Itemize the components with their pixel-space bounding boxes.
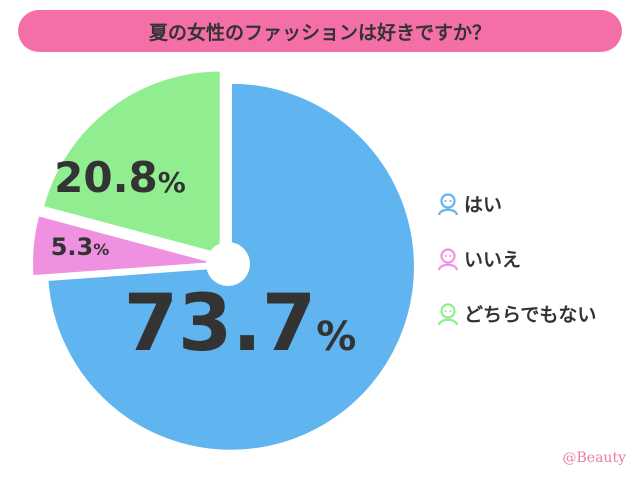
legend-label-neither: どちらでもない [464,304,597,326]
legend-label-yes: はい [464,194,503,216]
data-label-no: 5.3% [51,233,110,261]
pie-slice-neither [41,69,222,256]
pie-center-hole [206,242,250,286]
legend-label-no: いいえ [464,249,522,271]
data-label-yes: 73.7% [124,279,357,369]
person-icon [437,302,459,325]
data-label-neither: 20.8% [54,153,186,202]
person-icon [437,247,459,270]
person-icon [437,192,459,215]
legend: はい いいえ どちらでもない [436,190,596,327]
pie-slice-no [31,214,217,278]
chart-title: 夏の女性のファッションは好きですか？ [18,10,622,52]
legend-item-neither: どちらでもない [436,300,596,327]
legend-item-no: いいえ [436,245,596,272]
legend-item-yes: はい [436,190,596,217]
chart-title-text: 夏の女性のファッションは好きですか？ [148,21,491,44]
credit: @Beauty [562,450,626,466]
